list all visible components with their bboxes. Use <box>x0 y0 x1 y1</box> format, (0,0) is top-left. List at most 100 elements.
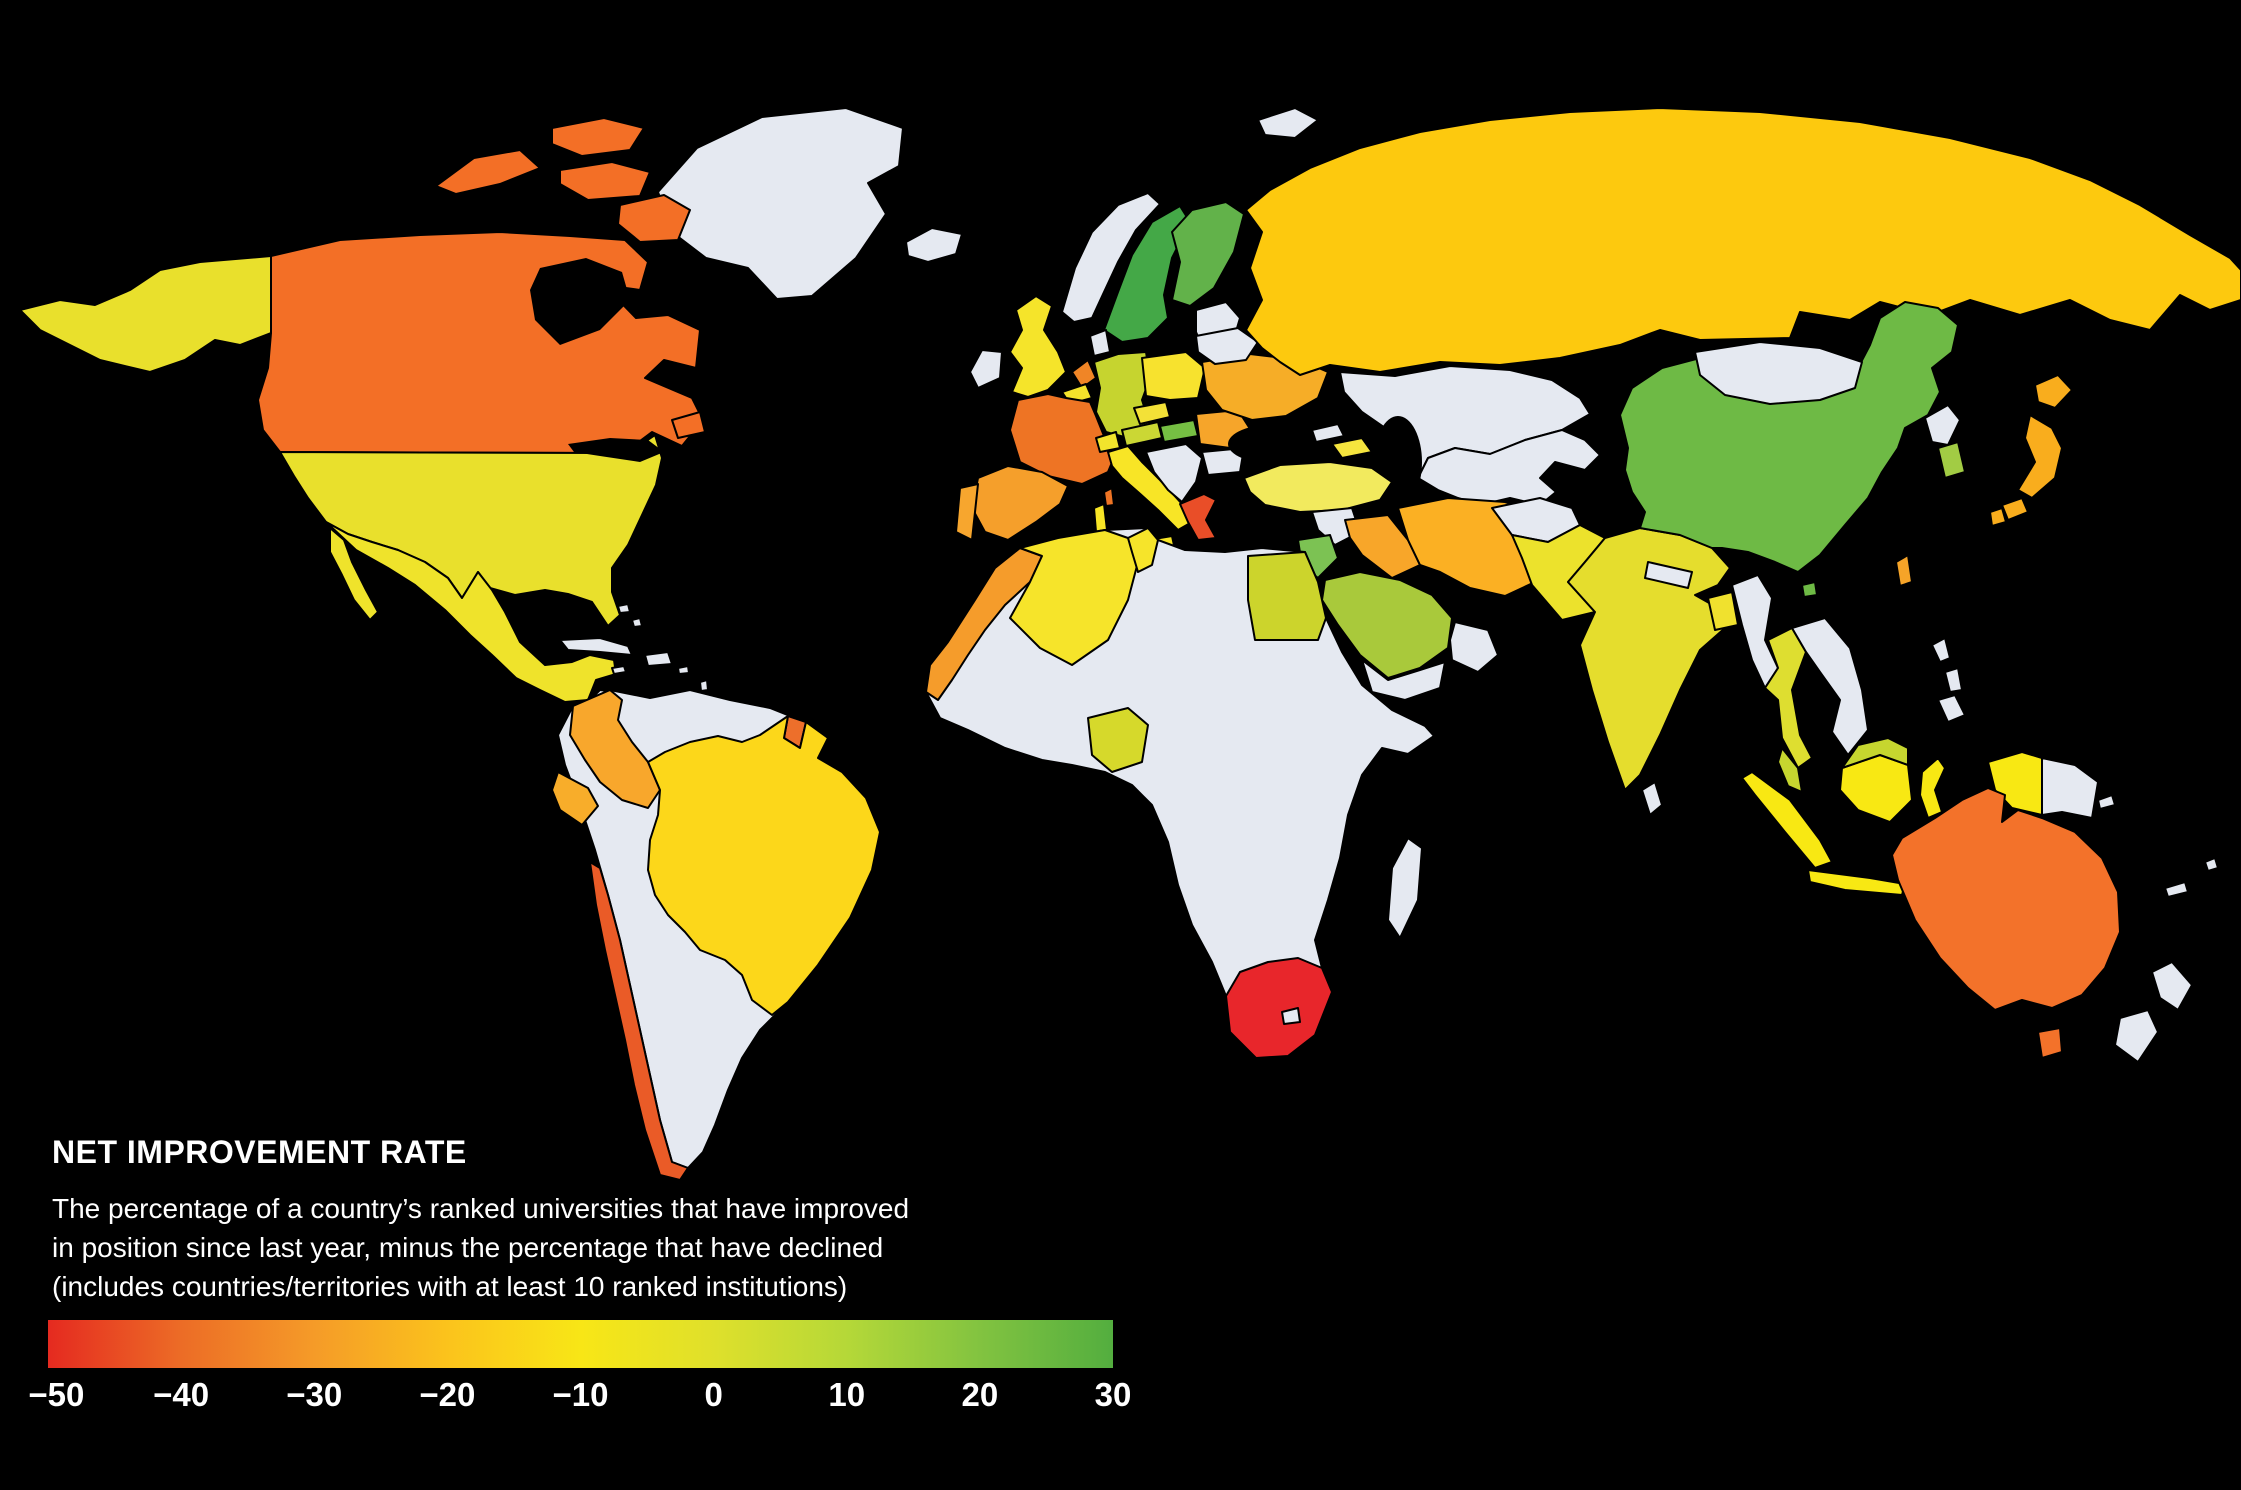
colorbar-tick-label: 30 <box>1094 1376 1132 1413</box>
country-uk <box>1009 295 1067 398</box>
country-canada-baffin-island <box>617 194 691 243</box>
island-corsica <box>1103 487 1115 507</box>
island-hispaniola <box>644 651 673 667</box>
asia-group <box>1491 301 2099 896</box>
region-malaysia-borneo <box>1841 737 1909 769</box>
country-chile <box>589 861 689 1181</box>
country-australia <box>1891 787 2121 1011</box>
country-new-zealand-north <box>2151 961 2193 1011</box>
island-sulawesi <box>1919 757 1946 819</box>
country-iceland <box>905 227 963 263</box>
country-czechia <box>1133 401 1171 425</box>
island-jamaica <box>611 665 627 675</box>
hudson-bay <box>530 258 630 345</box>
country-syria <box>1311 507 1361 546</box>
country-nepal <box>1644 561 1693 589</box>
country-tunisia <box>1127 527 1159 573</box>
country-ecuador <box>551 771 599 826</box>
island-java <box>1807 869 1906 896</box>
country-egypt <box>1247 551 1327 641</box>
country-philippines <box>1937 694 1966 723</box>
north-america-group <box>19 107 904 741</box>
africa-group <box>925 527 1435 1059</box>
country-china <box>1619 301 1959 573</box>
country-usa-alaska <box>19 255 272 373</box>
country-mexico <box>325 521 617 703</box>
country-ireland <box>969 349 1003 389</box>
island-new-caledonia <box>2164 881 2189 898</box>
colorbar-tick-label: 10 <box>828 1376 866 1413</box>
country-mexico-baja <box>329 527 379 621</box>
island-solomon <box>2097 794 2116 810</box>
region-gulf-states <box>1449 621 1499 673</box>
colorbar-ticks: −50 −40 −30 −20 −10 0 10 20 30 <box>28 1376 1131 1422</box>
country-sri-lanka <box>1641 781 1663 816</box>
island-puerto-rico <box>677 665 690 675</box>
russia-central-asia-group <box>1228 107 2241 508</box>
colorbar-block: −50 −40 −30 −20 −10 0 10 20 30 <box>28 1320 1131 1422</box>
country-greenland <box>657 107 904 300</box>
colorbar-tick-label: −50 <box>28 1376 85 1413</box>
country-cuba <box>559 637 633 656</box>
middle-east-group <box>1243 461 1553 701</box>
country-iraq <box>1344 514 1421 579</box>
island-hokkaido <box>2034 374 2073 409</box>
country-canada-arctic-island <box>435 149 541 195</box>
country-canada-arctic-island <box>551 117 645 157</box>
country-greece <box>1179 493 1217 541</box>
country-brazil <box>647 715 881 1016</box>
country-myanmar <box>1731 574 1779 689</box>
black-sea <box>1228 424 1324 464</box>
island-lesser-antilles <box>699 679 709 692</box>
island-fiji <box>2204 857 2219 872</box>
country-azerbaijan <box>1331 437 1373 459</box>
island-madagascar <box>1387 837 1423 939</box>
island-bahamas <box>631 617 643 628</box>
country-mongolia <box>1694 341 1863 405</box>
island-bahamas <box>617 603 631 614</box>
country-saudi-arabia <box>1321 571 1453 679</box>
country-morocco <box>925 547 1043 701</box>
island-honshu <box>2017 414 2063 499</box>
country-belarus <box>1195 327 1259 365</box>
country-new-zealand-south <box>2114 1009 2159 1063</box>
country-canada-arctic-island <box>559 161 651 201</box>
country-south-africa <box>1225 957 1333 1059</box>
island-sardinia <box>1093 503 1108 533</box>
oceania-group <box>1891 787 2219 1063</box>
island-kyushu <box>1989 507 2007 527</box>
country-turkey <box>1243 461 1393 513</box>
colorbar-gradient <box>48 1320 1113 1368</box>
country-canada-newfoundland <box>671 411 706 439</box>
country-taiwan <box>1895 554 1913 587</box>
colorbar-tick-label: 0 <box>704 1376 723 1413</box>
island-tasmania <box>2037 1027 2063 1059</box>
country-canada <box>257 231 704 454</box>
country-georgia <box>1311 423 1345 443</box>
south-america-group <box>551 689 881 1181</box>
country-north-korea <box>1924 404 1961 446</box>
country-south-korea <box>1937 441 1966 479</box>
country-norway <box>1061 192 1161 323</box>
region-indochina <box>1791 617 1869 756</box>
map-legend: NET IMPROVEMENT RATE The percentage of a… <box>52 1134 909 1306</box>
country-italy <box>1107 445 1193 531</box>
country-hungary <box>1159 419 1199 443</box>
colorbar-tick-label: −40 <box>153 1376 210 1413</box>
colorbar-tick-label: −20 <box>419 1376 476 1413</box>
country-papua-new-guinea <box>2041 757 2099 819</box>
legend-title: NET IMPROVEMENT RATE <box>52 1134 467 1170</box>
colorbar-tick-label: −10 <box>552 1376 609 1413</box>
region-balkans <box>1145 443 1203 503</box>
country-russia <box>1245 107 2241 376</box>
country-bangladesh <box>1707 591 1739 631</box>
country-philippines <box>1931 637 1951 663</box>
country-portugal <box>955 483 979 541</box>
country-lesotho <box>1281 1007 1301 1025</box>
country-algeria <box>1009 529 1139 666</box>
country-finland <box>1171 201 1245 307</box>
country-yemen <box>1361 659 1446 701</box>
island-hainan <box>1801 581 1818 598</box>
